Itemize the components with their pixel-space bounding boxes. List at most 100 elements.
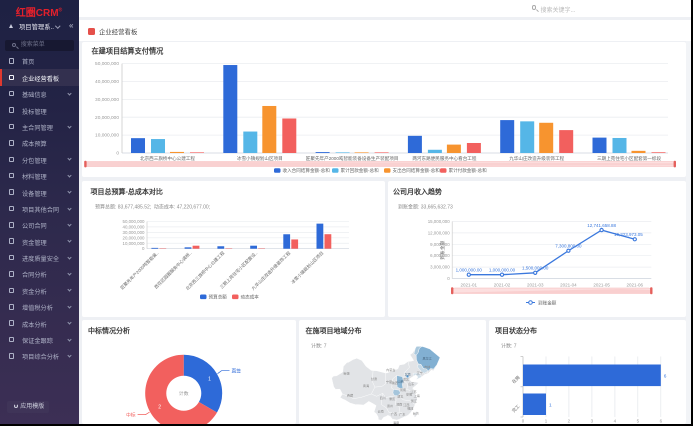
svg-text:到账金额: 33,665,632.73: 到账金额: 33,665,632.73 <box>398 203 453 210</box>
svg-text:上海: 上海 <box>413 393 419 398</box>
svg-text:6: 6 <box>660 418 663 423</box>
svg-text:12,741,658.88: 12,741,658.88 <box>587 222 616 227</box>
svg-text:10,000,000: 10,000,000 <box>123 240 146 245</box>
svg-text:中标情况分析: 中标情况分析 <box>88 326 130 335</box>
svg-text:计数: 7: 计数: 7 <box>501 342 517 349</box>
svg-text:2021-02: 2021-02 <box>493 282 510 287</box>
svg-text:项目总预算-总成本对比: 项目总预算-总成本对比 <box>91 187 163 196</box>
svg-text:动态成本: 动态成本 <box>241 293 260 300</box>
svg-text:4: 4 <box>614 418 617 423</box>
svg-text:2021-04: 2021-04 <box>560 282 577 287</box>
svg-text:宁夏: 宁夏 <box>385 378 391 383</box>
svg-text:两河东路便民服务中心看台工程: 两河东路便民服务中心看台工程 <box>412 154 477 161</box>
svg-text:10,000,000: 10,000,000 <box>95 132 119 138</box>
svg-text:3: 3 <box>591 418 594 423</box>
svg-text:收入合同结算金额-总和: 收入合同结算金额-总和 <box>283 167 331 174</box>
svg-text:2021-03: 2021-03 <box>526 282 543 287</box>
svg-text:广西: 广西 <box>390 410 396 415</box>
svg-text:1,000,000.00: 1,000,000.00 <box>455 267 482 272</box>
svg-text:6,000,000: 6,000,000 <box>430 253 450 258</box>
svg-text:支出合同结算金额-总和: 支出合同结算金额-总和 <box>392 167 440 174</box>
svg-text:匠聚先年产2000吨智能装备设备生产装配项目: 匠聚先年产2000吨智能装备设备生产装配项目 <box>306 154 399 161</box>
svg-text:湖南: 湖南 <box>396 401 402 406</box>
svg-text:内蒙古: 内蒙古 <box>386 366 395 371</box>
svg-text:计数: 计数 <box>179 390 189 397</box>
svg-text:云南: 云南 <box>377 408 383 413</box>
svg-text:重庆: 重庆 <box>389 395 395 400</box>
svg-text:1,500,000.00: 1,500,000.00 <box>522 265 549 270</box>
svg-text:累计付款金额-总和: 累计付款金额-总和 <box>448 167 487 174</box>
svg-text:中标: 中标 <box>126 411 136 418</box>
svg-text:安徽: 安徽 <box>406 391 413 396</box>
svg-text:吉林: 吉林 <box>424 363 430 368</box>
svg-text:预算总额: 预算总额 <box>209 293 228 300</box>
svg-text:福建: 福建 <box>407 405 413 410</box>
svg-text:广东: 广东 <box>399 411 405 416</box>
svg-text:辽宁: 辽宁 <box>416 369 422 374</box>
svg-text:20,000,000: 20,000,000 <box>95 114 119 120</box>
svg-text:0: 0 <box>447 276 450 281</box>
svg-text:1: 1 <box>549 402 552 408</box>
svg-text:北京: 北京 <box>404 371 410 376</box>
svg-text:到账金额: 到账金额 <box>439 240 446 260</box>
svg-text:公司月收入趋势: 公司月收入趋势 <box>393 187 442 196</box>
svg-text:15,000,000: 15,000,000 <box>427 219 450 224</box>
svg-text:黑龙江: 黑龙江 <box>422 355 431 360</box>
svg-text:12,000,000: 12,000,000 <box>427 230 450 235</box>
svg-text:贵州: 贵州 <box>387 403 393 408</box>
svg-text:30,000,000: 30,000,000 <box>95 96 119 102</box>
svg-text:2: 2 <box>568 418 571 423</box>
svg-text:在施项目地域分布: 在施项目地域分布 <box>305 326 361 335</box>
svg-text:陕西: 陕西 <box>391 380 397 385</box>
svg-text:3,000,000: 3,000,000 <box>430 264 450 269</box>
svg-text:50,000,000: 50,000,000 <box>123 218 146 223</box>
svg-text:冰雪小镇规划山区项目: 冰雪小镇规划山区项目 <box>289 249 325 285</box>
svg-text:0: 0 <box>522 418 525 423</box>
svg-text:累计回款金额-总和: 累计回款金额-总和 <box>341 167 380 174</box>
svg-text:项目状态分布: 项目状态分布 <box>495 326 537 335</box>
svg-text:5: 5 <box>637 418 640 423</box>
svg-text:江苏: 江苏 <box>410 388 416 393</box>
svg-text:2021-01: 2021-01 <box>460 282 477 287</box>
svg-text:40,000,000: 40,000,000 <box>95 79 119 85</box>
svg-text:20,000,000: 20,000,000 <box>123 235 146 240</box>
svg-text:1: 1 <box>208 376 211 382</box>
svg-text:30,000,000: 30,000,000 <box>123 229 146 234</box>
svg-text:冰雪小镇规划山区项目: 冰雪小镇规划山区项目 <box>237 154 283 161</box>
svg-text:湖北: 湖北 <box>397 393 404 398</box>
svg-text:在施: 在施 <box>510 373 522 385</box>
svg-text:山西: 山西 <box>397 378 403 383</box>
svg-text:完工: 完工 <box>510 402 522 414</box>
svg-text:1,000,000.00: 1,000,000.00 <box>488 267 515 272</box>
svg-text:青海: 青海 <box>362 383 368 388</box>
svg-text:四川: 四川 <box>379 396 385 400</box>
svg-text:在建项目结算支付情况: 在建项目结算支付情况 <box>92 46 165 55</box>
svg-text:预算总额: 83,677,485.52; 动态成本: 47: 预算总额: 83,677,485.52; 动态成本: 47,220,677.00… <box>95 203 210 210</box>
svg-text:浙江: 浙江 <box>410 398 416 403</box>
svg-text:河南: 河南 <box>399 387 405 392</box>
svg-text:2: 2 <box>158 404 161 410</box>
svg-text:1: 1 <box>545 418 548 423</box>
svg-text:三期上苑住宅小区配套第一标段: 三期上苑住宅小区配套第一标段 <box>597 154 662 161</box>
svg-text:6: 6 <box>664 373 667 379</box>
svg-text:40,000,000: 40,000,000 <box>123 224 146 229</box>
svg-text:山东: 山东 <box>408 381 414 386</box>
svg-text:7,300,800.00: 7,300,800.00 <box>555 243 582 248</box>
svg-text:9,000,000: 9,000,000 <box>430 241 450 246</box>
svg-text:直签: 直签 <box>232 367 242 374</box>
svg-text:海南: 海南 <box>393 419 399 424</box>
svg-text:计数: 7: 计数: 7 <box>311 342 327 349</box>
svg-text:到账金额: 到账金额 <box>538 299 557 306</box>
svg-text:北京西三旗桥中心公建工程: 北京西三旗桥中心公建工程 <box>140 154 195 161</box>
svg-text:0: 0 <box>116 150 119 156</box>
svg-text:台湾: 台湾 <box>412 410 418 415</box>
svg-text:2021-05: 2021-05 <box>593 282 610 287</box>
svg-text:10,323,973.05: 10,323,973.05 <box>614 232 643 237</box>
svg-text:西藏: 西藏 <box>346 392 352 397</box>
svg-text:河北: 河北 <box>402 376 409 381</box>
svg-text:2021-06: 2021-06 <box>626 282 643 287</box>
svg-text:新疆: 新疆 <box>343 370 349 375</box>
svg-text:九华山庄改造升级装饰工程: 九华山庄改造升级装饰工程 <box>509 154 564 161</box>
svg-text:50,000,000: 50,000,000 <box>95 61 119 67</box>
svg-text:0: 0 <box>142 246 145 251</box>
